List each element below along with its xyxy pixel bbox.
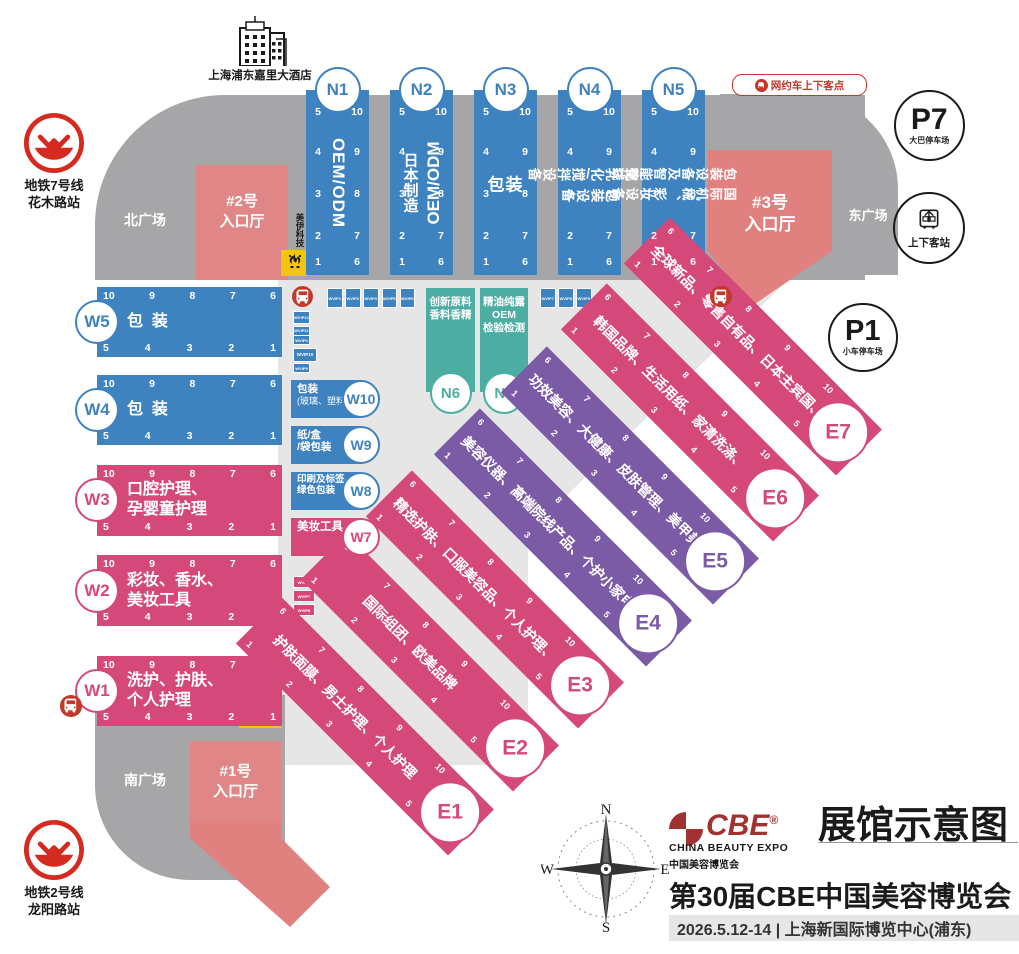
svg-text:W: W — [541, 862, 555, 878]
svg-text:S: S — [602, 920, 610, 934]
svg-text:E: E — [660, 862, 669, 878]
svg-text:N: N — [601, 804, 612, 818]
